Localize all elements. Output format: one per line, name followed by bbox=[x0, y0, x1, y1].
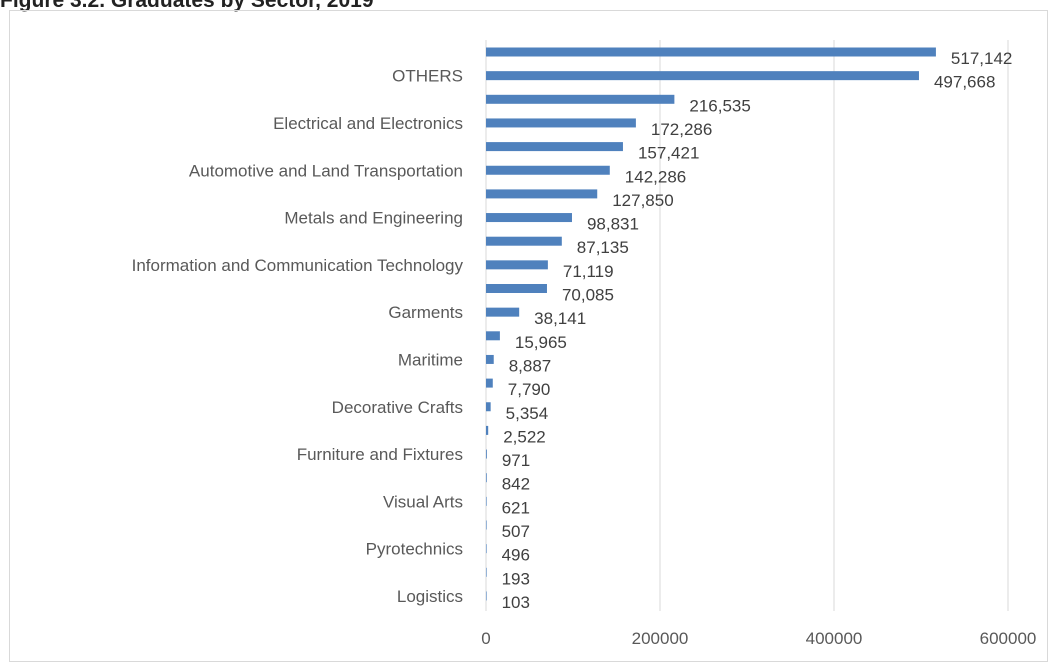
category-label: Furniture and Fixtures bbox=[297, 445, 463, 464]
category-label: Decorative Crafts bbox=[332, 398, 463, 417]
data-label: 497,668 bbox=[934, 73, 995, 92]
bar bbox=[486, 591, 487, 601]
category-label: OTHERS bbox=[392, 67, 463, 86]
data-label: 87,135 bbox=[577, 238, 629, 257]
category-label: Electrical and Electronics bbox=[273, 114, 463, 133]
data-label: 971 bbox=[502, 451, 530, 470]
category-label: Automotive and Land Transportation bbox=[189, 161, 463, 180]
x-tick-label: 400000 bbox=[806, 629, 863, 648]
data-label: 98,831 bbox=[587, 215, 639, 234]
data-label: 621 bbox=[502, 498, 530, 517]
x-tick-label: 0 bbox=[481, 629, 490, 648]
data-label: 5,354 bbox=[506, 404, 549, 423]
category-label: Pyrotechnics bbox=[366, 540, 463, 559]
data-label: 172,286 bbox=[651, 120, 712, 139]
x-tick-label: 200000 bbox=[632, 629, 689, 648]
data-label: 71,119 bbox=[563, 262, 614, 281]
data-label: 103 bbox=[502, 593, 530, 612]
bar bbox=[486, 378, 493, 388]
data-label: 142,286 bbox=[625, 167, 686, 186]
bar bbox=[486, 331, 500, 341]
bar bbox=[486, 544, 487, 554]
bar bbox=[486, 496, 487, 506]
category-label: Maritime bbox=[398, 350, 463, 369]
category-label: Logistics bbox=[397, 587, 463, 606]
bar bbox=[486, 236, 562, 246]
data-label: 193 bbox=[502, 569, 530, 588]
data-label: 216,535 bbox=[689, 96, 750, 115]
data-label: 517,142 bbox=[951, 49, 1012, 68]
bar bbox=[486, 142, 623, 152]
x-tick-label: 600000 bbox=[980, 629, 1037, 648]
data-label: 842 bbox=[502, 475, 530, 494]
bar bbox=[486, 473, 487, 483]
data-label: 2,522 bbox=[503, 427, 546, 446]
bar bbox=[486, 118, 636, 128]
bar bbox=[486, 307, 520, 317]
data-label: 70,085 bbox=[562, 286, 614, 305]
bar bbox=[486, 47, 936, 57]
bar bbox=[486, 213, 572, 223]
bar bbox=[486, 402, 491, 412]
data-label: 38,141 bbox=[534, 309, 586, 328]
category-label: Garments bbox=[388, 303, 463, 322]
category-label: Information and Communication Technology bbox=[132, 256, 464, 275]
data-label: 127,850 bbox=[612, 191, 673, 210]
bar bbox=[486, 71, 919, 81]
bar bbox=[486, 94, 675, 104]
data-label: 7,790 bbox=[508, 380, 551, 399]
data-label: 496 bbox=[502, 546, 530, 565]
data-label: 15,965 bbox=[515, 333, 567, 352]
data-label: 157,421 bbox=[638, 144, 699, 163]
chart-title: Figure 3.2. Graduates by Sector, 2019 bbox=[0, 0, 374, 12]
bar bbox=[486, 520, 487, 530]
bar bbox=[486, 567, 487, 577]
bar bbox=[486, 425, 489, 435]
bar bbox=[486, 284, 547, 293]
bar bbox=[486, 260, 548, 270]
category-label: Metals and Engineering bbox=[284, 209, 463, 228]
bar bbox=[486, 189, 598, 199]
bar bbox=[486, 354, 494, 364]
bar bbox=[486, 165, 610, 175]
data-label: 8,887 bbox=[509, 356, 552, 375]
bar bbox=[486, 449, 487, 459]
data-label: 507 bbox=[502, 522, 530, 541]
category-label: Visual Arts bbox=[383, 492, 463, 511]
